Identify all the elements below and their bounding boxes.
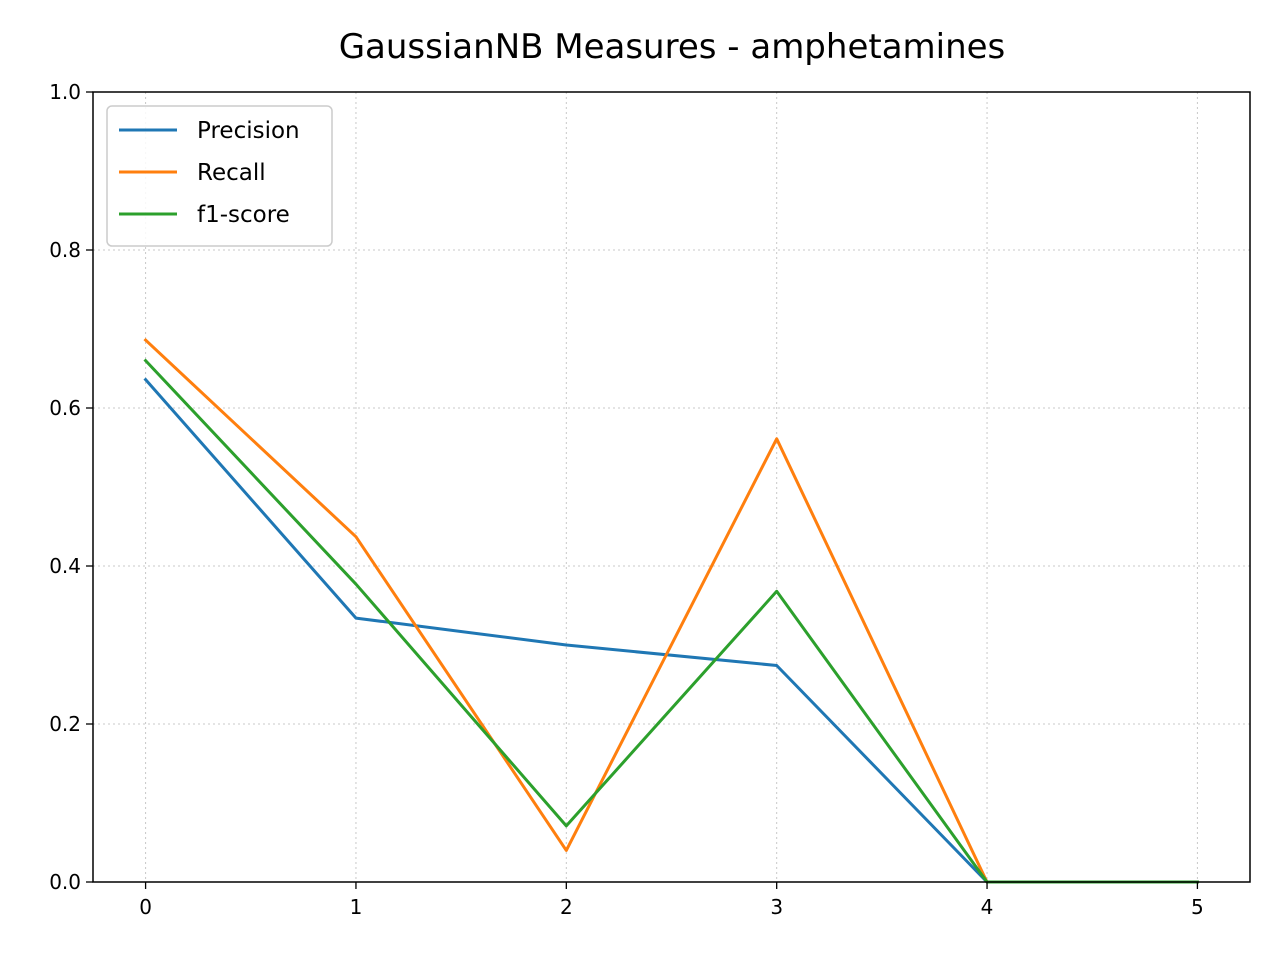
series-line-precision (143, 377, 1199, 884)
x-tick-label: 4 (981, 895, 994, 919)
legend: Precision Recall f1-score (106, 105, 333, 247)
y-tick-label: 0.6 (49, 396, 81, 420)
y-tick-label: 0.4 (49, 554, 81, 578)
series-line-recall (143, 337, 1199, 884)
x-tick-label: 3 (770, 895, 783, 919)
chart-title: GaussianNB Measures - amphetamines (339, 27, 1006, 67)
plot-area-frame (92, 91, 1251, 883)
axes: 0 1 2 3 4 5 0.0 0.2 0.4 0.6 0.8 1.0 (49, 80, 1204, 919)
x-tick-label: 1 (350, 895, 363, 919)
legend-label-recall: Recall (197, 160, 266, 186)
legend-label-precision: Precision (197, 118, 300, 144)
series-lines (143, 337, 1199, 884)
series-line-f1-score (143, 358, 1199, 884)
y-tick-label: 0.8 (49, 238, 81, 262)
x-tick-label: 0 (139, 895, 152, 919)
legend-label-f1-score: f1-score (197, 202, 290, 228)
y-tick-label: 1.0 (49, 80, 81, 104)
grid (93, 91, 1250, 883)
x-tick-label: 2 (560, 895, 573, 919)
x-tick-label: 5 (1191, 895, 1204, 919)
y-tick-label: 0.0 (49, 870, 81, 894)
y-tick-label: 0.2 (49, 712, 81, 736)
legend-box (106, 105, 333, 247)
